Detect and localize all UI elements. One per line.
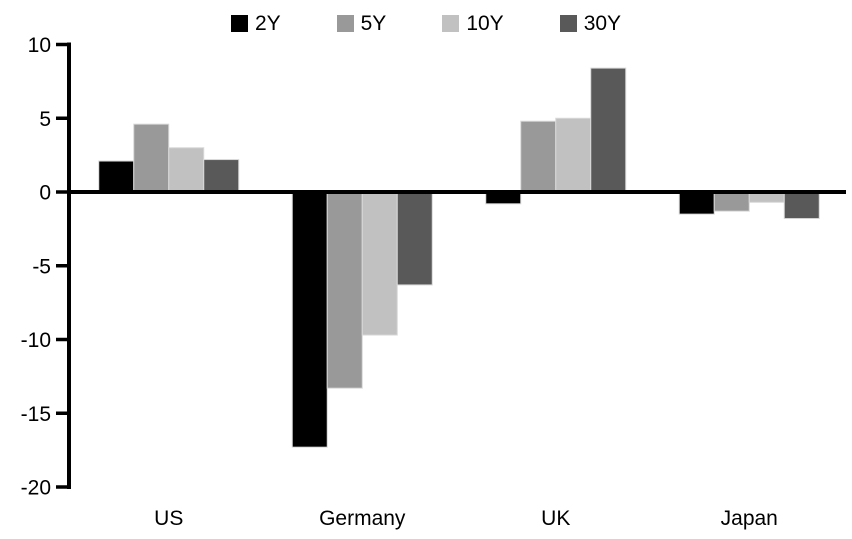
bar-japan-30y [783, 191, 820, 220]
y-tick-label: 10 [28, 34, 51, 57]
bar-japan-5y [713, 191, 750, 212]
bar-us-5y [133, 123, 170, 193]
legend-swatch-5y [336, 15, 354, 32]
bar-us-10y [168, 147, 205, 193]
legend-item-30y: 30Y [559, 12, 622, 35]
bar-us-2y [98, 160, 135, 193]
y-tick-label: 5 [39, 108, 51, 131]
y-tick-label: -5 [32, 255, 51, 278]
y-tick-label: 0 [39, 182, 51, 205]
bar-germany-2y [291, 191, 328, 448]
bar-uk-30y [590, 67, 627, 193]
y-tick-label: -20 [21, 477, 51, 500]
legend-swatch-2y [230, 15, 248, 32]
legend-label-2y: 2Y [254, 12, 281, 35]
legend-label-30y: 30Y [583, 12, 622, 35]
x-category-label-germany: Germany [319, 507, 406, 530]
bar-us-30y [203, 159, 240, 193]
legend-swatch-30y [559, 15, 577, 32]
legend-swatch-10y [442, 15, 460, 32]
bar-germany-5y [326, 191, 363, 389]
legend-label-5y: 5Y [360, 12, 387, 35]
x-category-label-japan: Japan [721, 507, 778, 530]
x-category-label-us: US [154, 507, 183, 530]
bar-germany-10y [361, 191, 398, 336]
x-category-label-uk: UK [541, 507, 570, 530]
legend-item-5y: 5Y [336, 12, 387, 35]
legend-label-10y: 10Y [466, 12, 504, 35]
bar-japan-2y [678, 191, 715, 215]
y-tick-label: -10 [21, 329, 51, 352]
y-tick-label: -15 [21, 403, 51, 426]
chart-legend: 2Y 5Y 10Y 30Y [0, 13, 852, 34]
bar-uk-5y [520, 120, 557, 193]
bar-uk-10y [555, 117, 592, 193]
legend-item-2y: 2Y [230, 12, 281, 35]
legend-item-10y: 10Y [442, 12, 504, 35]
bar-germany-30y [396, 191, 433, 286]
